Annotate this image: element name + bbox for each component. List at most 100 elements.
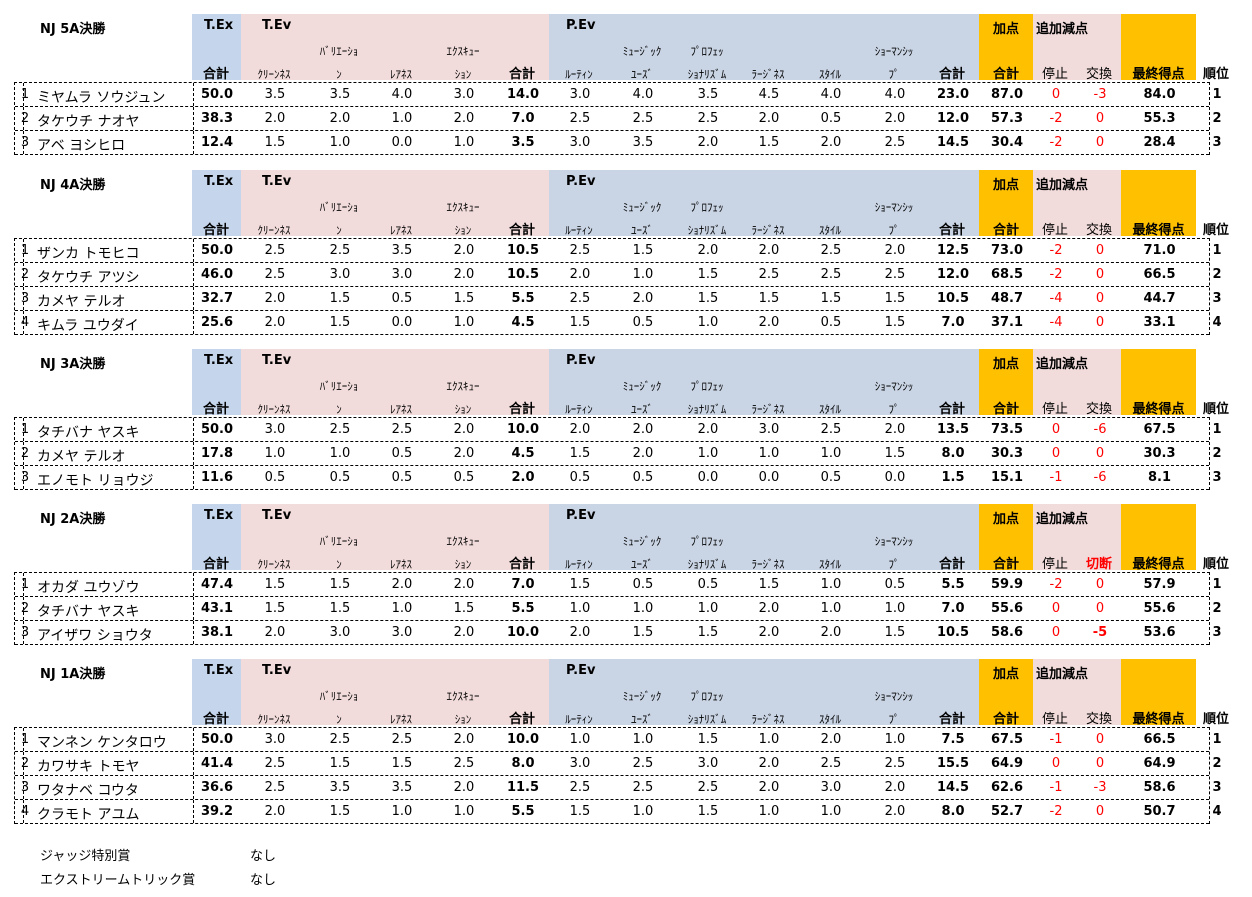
row-divider bbox=[23, 621, 24, 644]
cell-tex: 25.6 bbox=[200, 315, 234, 330]
cell-final: 58.6 bbox=[1143, 780, 1176, 795]
column-header: 最終得点 bbox=[1132, 557, 1185, 572]
cell-mu: 1.5 bbox=[632, 625, 654, 640]
cell-e: 1.0 bbox=[453, 135, 475, 150]
cell-pr: 2.5 bbox=[697, 780, 719, 795]
cell-no: 4 bbox=[20, 804, 30, 819]
subheader-label: ｴｸｽｷｭｰ bbox=[446, 380, 480, 393]
cell-no: 1 bbox=[20, 577, 30, 592]
column-header: ﾌﾟ bbox=[888, 558, 900, 571]
cell-name: カメヤ テルオ bbox=[37, 449, 126, 465]
column-header: ｽﾀｲﾙ bbox=[819, 224, 841, 237]
cell-st: 2.0 bbox=[820, 135, 842, 150]
cell-final: 50.7 bbox=[1143, 804, 1176, 819]
cell-c: 1.5 bbox=[264, 577, 286, 592]
bg-kat-band bbox=[979, 349, 1033, 415]
cell-r: 3.0 bbox=[391, 267, 413, 282]
cell-la: 2.0 bbox=[758, 111, 780, 126]
cell-r: 1.0 bbox=[391, 804, 413, 819]
row-divider bbox=[193, 776, 194, 799]
column-header: 合計 bbox=[992, 67, 1019, 82]
cell-pev: 7.0 bbox=[941, 601, 965, 616]
cell-stop: 0 bbox=[1051, 446, 1061, 461]
column-header: ｽﾀｲﾙ bbox=[819, 403, 841, 416]
bg-fin-band bbox=[1121, 349, 1196, 415]
cell-r: 1.0 bbox=[391, 111, 413, 126]
cell-v: 1.5 bbox=[329, 601, 351, 616]
cell-name: タチバナ ヤスキ bbox=[37, 425, 140, 441]
cell-no: 3 bbox=[20, 470, 30, 485]
header-pev: P.Ev bbox=[566, 353, 596, 368]
bg-tsu-band bbox=[1033, 349, 1121, 415]
column-header: ﾙｰﾃｨﾝ bbox=[565, 558, 593, 571]
division-section: NJ 5A決勝 T.Ex T.Ev P.Ev 加点 追加減点 ﾊﾞﾘｴｰｼｮ ｴｸｽｷｭｰ ﾐｭ… bbox=[0, 14, 1252, 174]
cell-ro: 1.5 bbox=[569, 315, 591, 330]
row-divider bbox=[23, 287, 24, 310]
cell-v: 1.5 bbox=[329, 577, 351, 592]
header-tex: T.Ex bbox=[204, 353, 234, 368]
bg-fin-band bbox=[1121, 659, 1196, 725]
score-rows: 1 マンネン ケンタロウ 50.0 3.0 2.5 2.5 2.0 10.0 1.0 1.0 1.5… bbox=[14, 727, 1222, 824]
column-header: 切断 bbox=[1085, 557, 1112, 572]
column-header: ﾝ bbox=[336, 403, 342, 416]
cell-kat: 57.3 bbox=[990, 111, 1024, 126]
column-header: 合計 bbox=[202, 402, 229, 417]
bg-tex-band bbox=[192, 14, 241, 80]
cell-stop: 0 bbox=[1051, 601, 1061, 616]
cell-pr: 3.0 bbox=[697, 756, 719, 771]
cell-la: 2.0 bbox=[758, 315, 780, 330]
bg-tsu-band bbox=[1033, 504, 1121, 570]
row-divider bbox=[193, 621, 194, 644]
cell-st: 1.0 bbox=[820, 446, 842, 461]
subheader-label: ｴｸｽｷｭｰ bbox=[446, 45, 480, 58]
cell-la: 1.0 bbox=[758, 804, 780, 819]
row-divider bbox=[23, 442, 24, 465]
score-rows: 1 オカダ ユウゾウ 47.4 1.5 1.5 2.0 2.0 7.0 1.5 0.5 0.5 1.5… bbox=[14, 572, 1222, 645]
cell-kat: 15.1 bbox=[990, 470, 1024, 485]
column-header: 最終得点 bbox=[1132, 402, 1185, 417]
cell-st: 2.5 bbox=[820, 756, 842, 771]
cell-rank: 1 bbox=[1212, 732, 1222, 747]
cell-name: ミヤムラ ソウジュン bbox=[37, 90, 166, 106]
column-header: ｸﾘｰﾝﾈｽ bbox=[257, 713, 291, 726]
cell-no: 4 bbox=[20, 315, 30, 330]
bg-tev-band bbox=[241, 504, 549, 570]
cell-c: 1.5 bbox=[264, 601, 286, 616]
cell-kat: 73.0 bbox=[990, 243, 1024, 258]
cell-pev: 8.0 bbox=[941, 804, 965, 819]
header-tex: T.Ex bbox=[204, 508, 234, 523]
column-header: 最終得点 bbox=[1132, 67, 1185, 82]
cell-pr: 2.0 bbox=[697, 243, 719, 258]
cell-name: アイザワ ショウタ bbox=[37, 628, 153, 644]
column-header: ｼｮﾅﾘｽﾞﾑ bbox=[687, 403, 727, 416]
cell-kat: 30.3 bbox=[990, 446, 1024, 461]
header-tex: T.Ex bbox=[204, 174, 234, 189]
cell-exch: 0 bbox=[1095, 135, 1105, 150]
cell-stop: 0 bbox=[1051, 625, 1061, 640]
subheader-label: ｼｮｰﾏﾝｼｯ bbox=[874, 380, 914, 393]
cell-r: 4.0 bbox=[391, 87, 413, 102]
cell-ro: 1.5 bbox=[569, 804, 591, 819]
cell-no: 3 bbox=[20, 625, 30, 640]
cell-rank: 4 bbox=[1212, 804, 1222, 819]
cell-final: 64.9 bbox=[1143, 756, 1176, 771]
cell-st: 2.0 bbox=[820, 732, 842, 747]
table-row: 1 タチバナ ヤスキ 50.0 3.0 2.5 2.5 2.0 10.0 2.0 2.0 2.0 3.… bbox=[15, 418, 1222, 442]
cell-stop: -2 bbox=[1049, 243, 1063, 258]
column-header: ｽﾀｲﾙ bbox=[819, 68, 841, 81]
cell-sh: 2.5 bbox=[884, 267, 906, 282]
cell-exch: -3 bbox=[1093, 780, 1107, 795]
cell-r: 3.0 bbox=[391, 625, 413, 640]
cell-tev: 10.5 bbox=[506, 267, 540, 282]
cell-e: 2.0 bbox=[453, 732, 475, 747]
cell-no: 1 bbox=[20, 243, 30, 258]
header-pev: P.Ev bbox=[566, 508, 596, 523]
cell-e: 1.0 bbox=[453, 315, 475, 330]
cell-exch: 0 bbox=[1095, 577, 1105, 592]
cell-tex: 39.2 bbox=[200, 804, 234, 819]
row-divider bbox=[23, 800, 24, 823]
header-tev: T.Ev bbox=[262, 508, 292, 523]
cell-r: 0.0 bbox=[391, 135, 413, 150]
cell-la: 2.0 bbox=[758, 625, 780, 640]
cell-ro: 1.0 bbox=[569, 732, 591, 747]
